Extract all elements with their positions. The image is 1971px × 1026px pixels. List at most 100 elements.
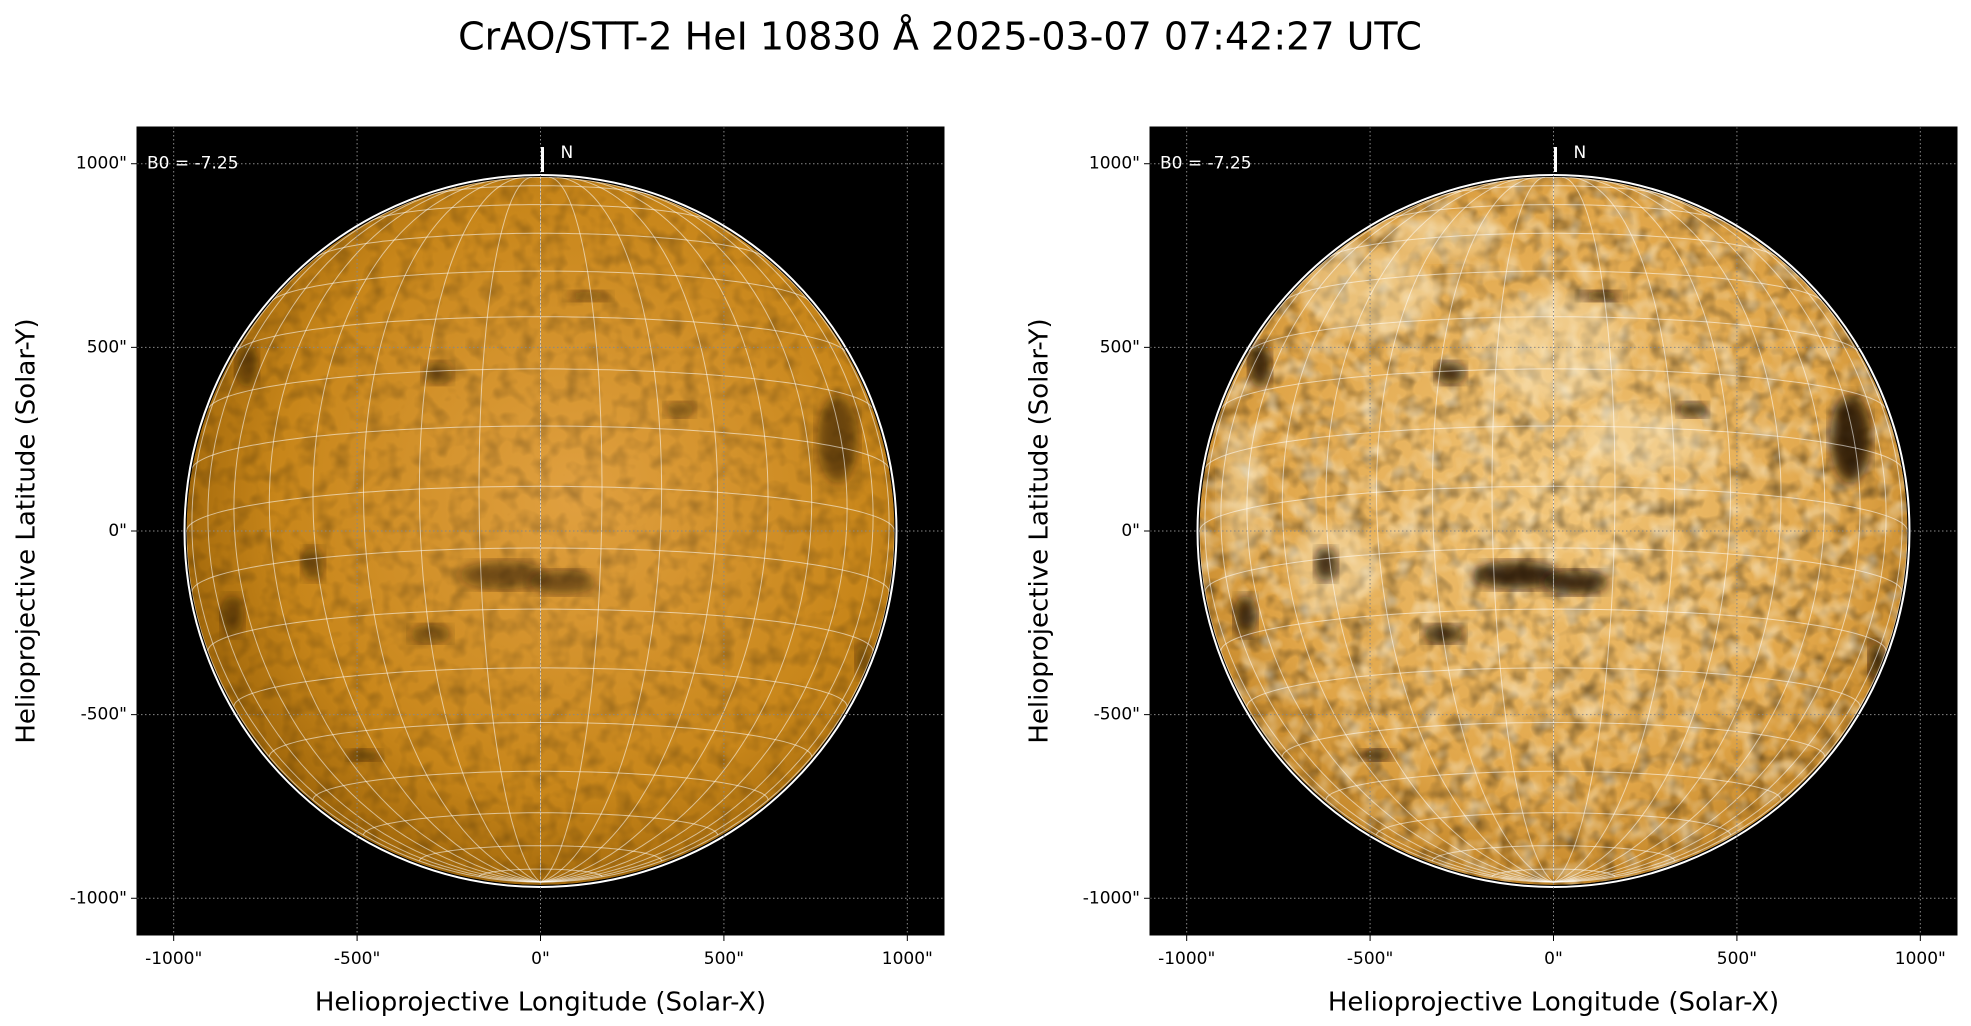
heliographic-grid	[478, 868, 603, 877]
x-tick-label: 0"	[531, 949, 550, 969]
heliographic-grid	[316, 232, 765, 258]
filament	[529, 570, 596, 595]
x-tick-label: -1000"	[1158, 949, 1215, 969]
heliographic-grid	[418, 177, 541, 883]
heliographic-grid	[540, 199, 874, 883]
filament	[1830, 395, 1871, 484]
heliographic-grid	[1512, 177, 1595, 180]
heliographic-grid	[208, 368, 873, 409]
x-axis-label: Helioprojective Longitude (Solar-X)	[315, 988, 766, 1018]
heliographic-grid	[1441, 185, 1666, 196]
heliographic-grid	[1375, 178, 1554, 883]
heliographic-grid	[499, 177, 582, 180]
heliographic-grid	[1281, 722, 1826, 757]
heliographic-grid	[1553, 177, 1676, 883]
heliographic-grid	[1553, 178, 1782, 883]
heliographic-grid	[186, 485, 895, 532]
y-tick-label: -1000"	[70, 888, 127, 908]
figure-title: CrAO/STT-2 HeI 10830 Å 2025-03-07 07:42:…	[458, 15, 1422, 59]
filament	[302, 547, 325, 581]
heliographic-grid	[1491, 868, 1616, 877]
y-tick-label: 1000"	[76, 154, 127, 174]
heliographic-grid	[235, 316, 846, 352]
x-tick-label: 1000"	[1895, 949, 1946, 969]
filament	[410, 624, 451, 644]
heliographic-grid	[1220, 199, 1554, 883]
y-tick-label: 500"	[1100, 337, 1140, 357]
heliographic-grid	[1491, 177, 1554, 883]
heliographic-grid	[1204, 249, 1554, 883]
heliographic-grid	[540, 186, 848, 883]
bright-region	[1579, 409, 1712, 469]
x-tick-label: -1000"	[145, 949, 202, 969]
heliographic-grid	[1221, 368, 1886, 409]
heliographic-grid	[540, 178, 769, 883]
heliographic-grid	[1431, 845, 1676, 862]
y-tick-label: -500"	[81, 705, 127, 725]
filament	[236, 343, 259, 388]
filament	[817, 395, 858, 484]
heliographic-grid	[363, 812, 718, 836]
filament	[1579, 290, 1624, 302]
y-tick-label: 1000"	[1089, 154, 1140, 174]
heliographic-grid	[362, 178, 541, 883]
heliographic-grid	[191, 425, 890, 469]
axes-frame	[136, 126, 945, 936]
heliographic-grid	[1553, 186, 1861, 883]
heliographic-grid	[1199, 485, 1908, 532]
heliographic-grid	[1553, 178, 1732, 883]
heliographic-grid	[1199, 530, 1554, 883]
heliographic-grid	[191, 249, 541, 883]
filament	[665, 402, 695, 418]
heliographic-grid	[540, 177, 663, 883]
north-label: N	[561, 143, 574, 163]
x-tick-label: 1000"	[882, 949, 933, 969]
filament	[221, 595, 244, 636]
y-tick-label: 0"	[1121, 521, 1140, 541]
heliographic-grid	[428, 185, 653, 196]
heliographic-grid	[1325, 178, 1554, 883]
north-label: N	[1574, 143, 1587, 163]
heliographic-grid	[540, 249, 890, 883]
heliographic-grid	[207, 608, 874, 652]
heliographic-grid	[1553, 249, 1903, 883]
filament	[1360, 749, 1394, 761]
y-tick-label: -1000"	[1083, 888, 1140, 908]
panel: -1000" -500" 0" 500" 1000" -1000" -500" 0" 500" 1…	[12, 126, 945, 1018]
filament	[1472, 561, 1561, 590]
y-tick-label: 500"	[87, 337, 127, 357]
b0-annotation: B0 = -7.25	[1160, 154, 1252, 174]
heliographic-grid	[1220, 608, 1887, 652]
heliographic-grid	[1381, 204, 1726, 222]
heliographic-grid	[1431, 177, 1554, 883]
filament	[1423, 624, 1464, 644]
heliographic-grid	[540, 530, 895, 883]
y-axis-label: Helioprojective Latitude (Solar-Y)	[1025, 318, 1055, 743]
filament	[1542, 570, 1609, 595]
filament	[1249, 343, 1272, 388]
heliographic-grid	[186, 530, 541, 883]
x-tick-label: -500"	[1347, 949, 1393, 969]
heliographic-grid	[368, 204, 713, 222]
b0-annotation: B0 = -7.25	[147, 154, 239, 174]
heliographic-grid	[1553, 199, 1887, 883]
heliographic-grid	[1204, 425, 1903, 469]
heliographic-grid	[1553, 177, 1616, 883]
x-tick-label: 500"	[1717, 949, 1757, 969]
filament	[566, 290, 611, 302]
heliographic-grid	[1248, 316, 1859, 352]
heliographic-grid	[478, 177, 541, 883]
heliographic-grid	[540, 178, 719, 883]
filament	[1436, 362, 1466, 385]
filament	[1315, 547, 1338, 581]
filament	[1678, 402, 1708, 418]
x-tick-label: 500"	[704, 949, 744, 969]
heliographic-grid	[418, 845, 663, 862]
filament	[1234, 595, 1257, 636]
x-tick-label: -500"	[334, 949, 380, 969]
heliographic-grid	[1246, 186, 1554, 883]
heliographic-grid	[207, 199, 541, 883]
y-tick-label: 0"	[108, 521, 127, 541]
panel: -1000" -500" 0" 500" 1000" -1000" -500" 0" 500" 1…	[1025, 126, 1958, 1018]
heliographic-grid	[1376, 812, 1731, 836]
